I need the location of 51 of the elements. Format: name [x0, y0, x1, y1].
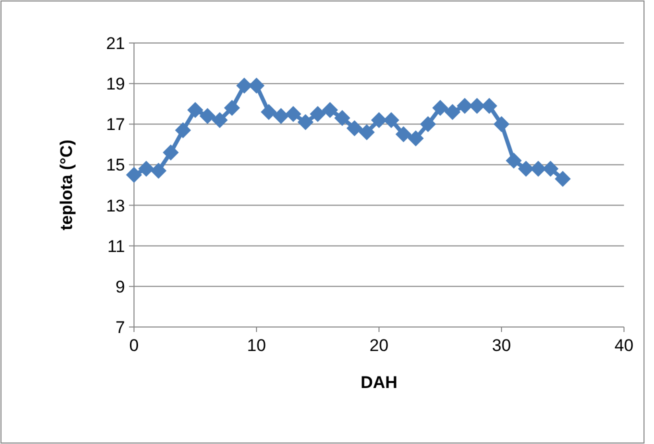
y-axis-title: teplota (°C) — [57, 140, 76, 230]
y-tick-label: 21 — [106, 34, 125, 53]
point — [444, 104, 460, 120]
point — [126, 166, 142, 183]
x-tick-label: 30 — [492, 336, 511, 355]
point — [162, 144, 179, 161]
point — [310, 106, 326, 122]
point — [371, 112, 387, 128]
y-tick-label: 13 — [106, 196, 125, 216]
point — [285, 106, 302, 122]
point — [518, 160, 534, 177]
point — [236, 78, 252, 94]
point — [322, 102, 338, 118]
y-tick-label: 15 — [106, 156, 125, 175]
point — [212, 112, 228, 128]
point — [494, 116, 510, 132]
point — [346, 120, 362, 136]
point — [469, 98, 485, 114]
point — [175, 122, 191, 138]
point — [187, 102, 204, 118]
point — [358, 124, 375, 140]
point — [138, 160, 154, 177]
point — [420, 116, 436, 132]
x-tick-label: 20 — [370, 336, 388, 355]
point — [224, 100, 240, 116]
point — [273, 108, 289, 124]
point — [542, 160, 558, 177]
point — [396, 126, 412, 142]
point — [506, 152, 522, 169]
point — [481, 98, 498, 114]
point — [383, 112, 400, 128]
x-axis-title: DAH — [360, 373, 398, 392]
point — [298, 114, 314, 130]
x-tick-label: 10 — [247, 336, 266, 355]
point — [408, 130, 424, 146]
point — [530, 160, 546, 177]
y-tick-label: 17 — [106, 115, 125, 134]
point — [456, 98, 473, 114]
x-tick-label: 40 — [614, 336, 634, 355]
x-tick-label: 0 — [129, 336, 139, 355]
point — [200, 108, 216, 124]
point — [334, 110, 350, 126]
y-tick-label: 11 — [107, 236, 125, 256]
point — [260, 104, 277, 120]
y-tick-label: 19 — [106, 74, 125, 94]
point — [554, 170, 571, 187]
point — [248, 78, 264, 94]
y-tick-label: 7 — [116, 318, 125, 337]
y-tick-label: 9 — [116, 277, 125, 296]
point — [150, 162, 166, 179]
point — [432, 100, 448, 116]
